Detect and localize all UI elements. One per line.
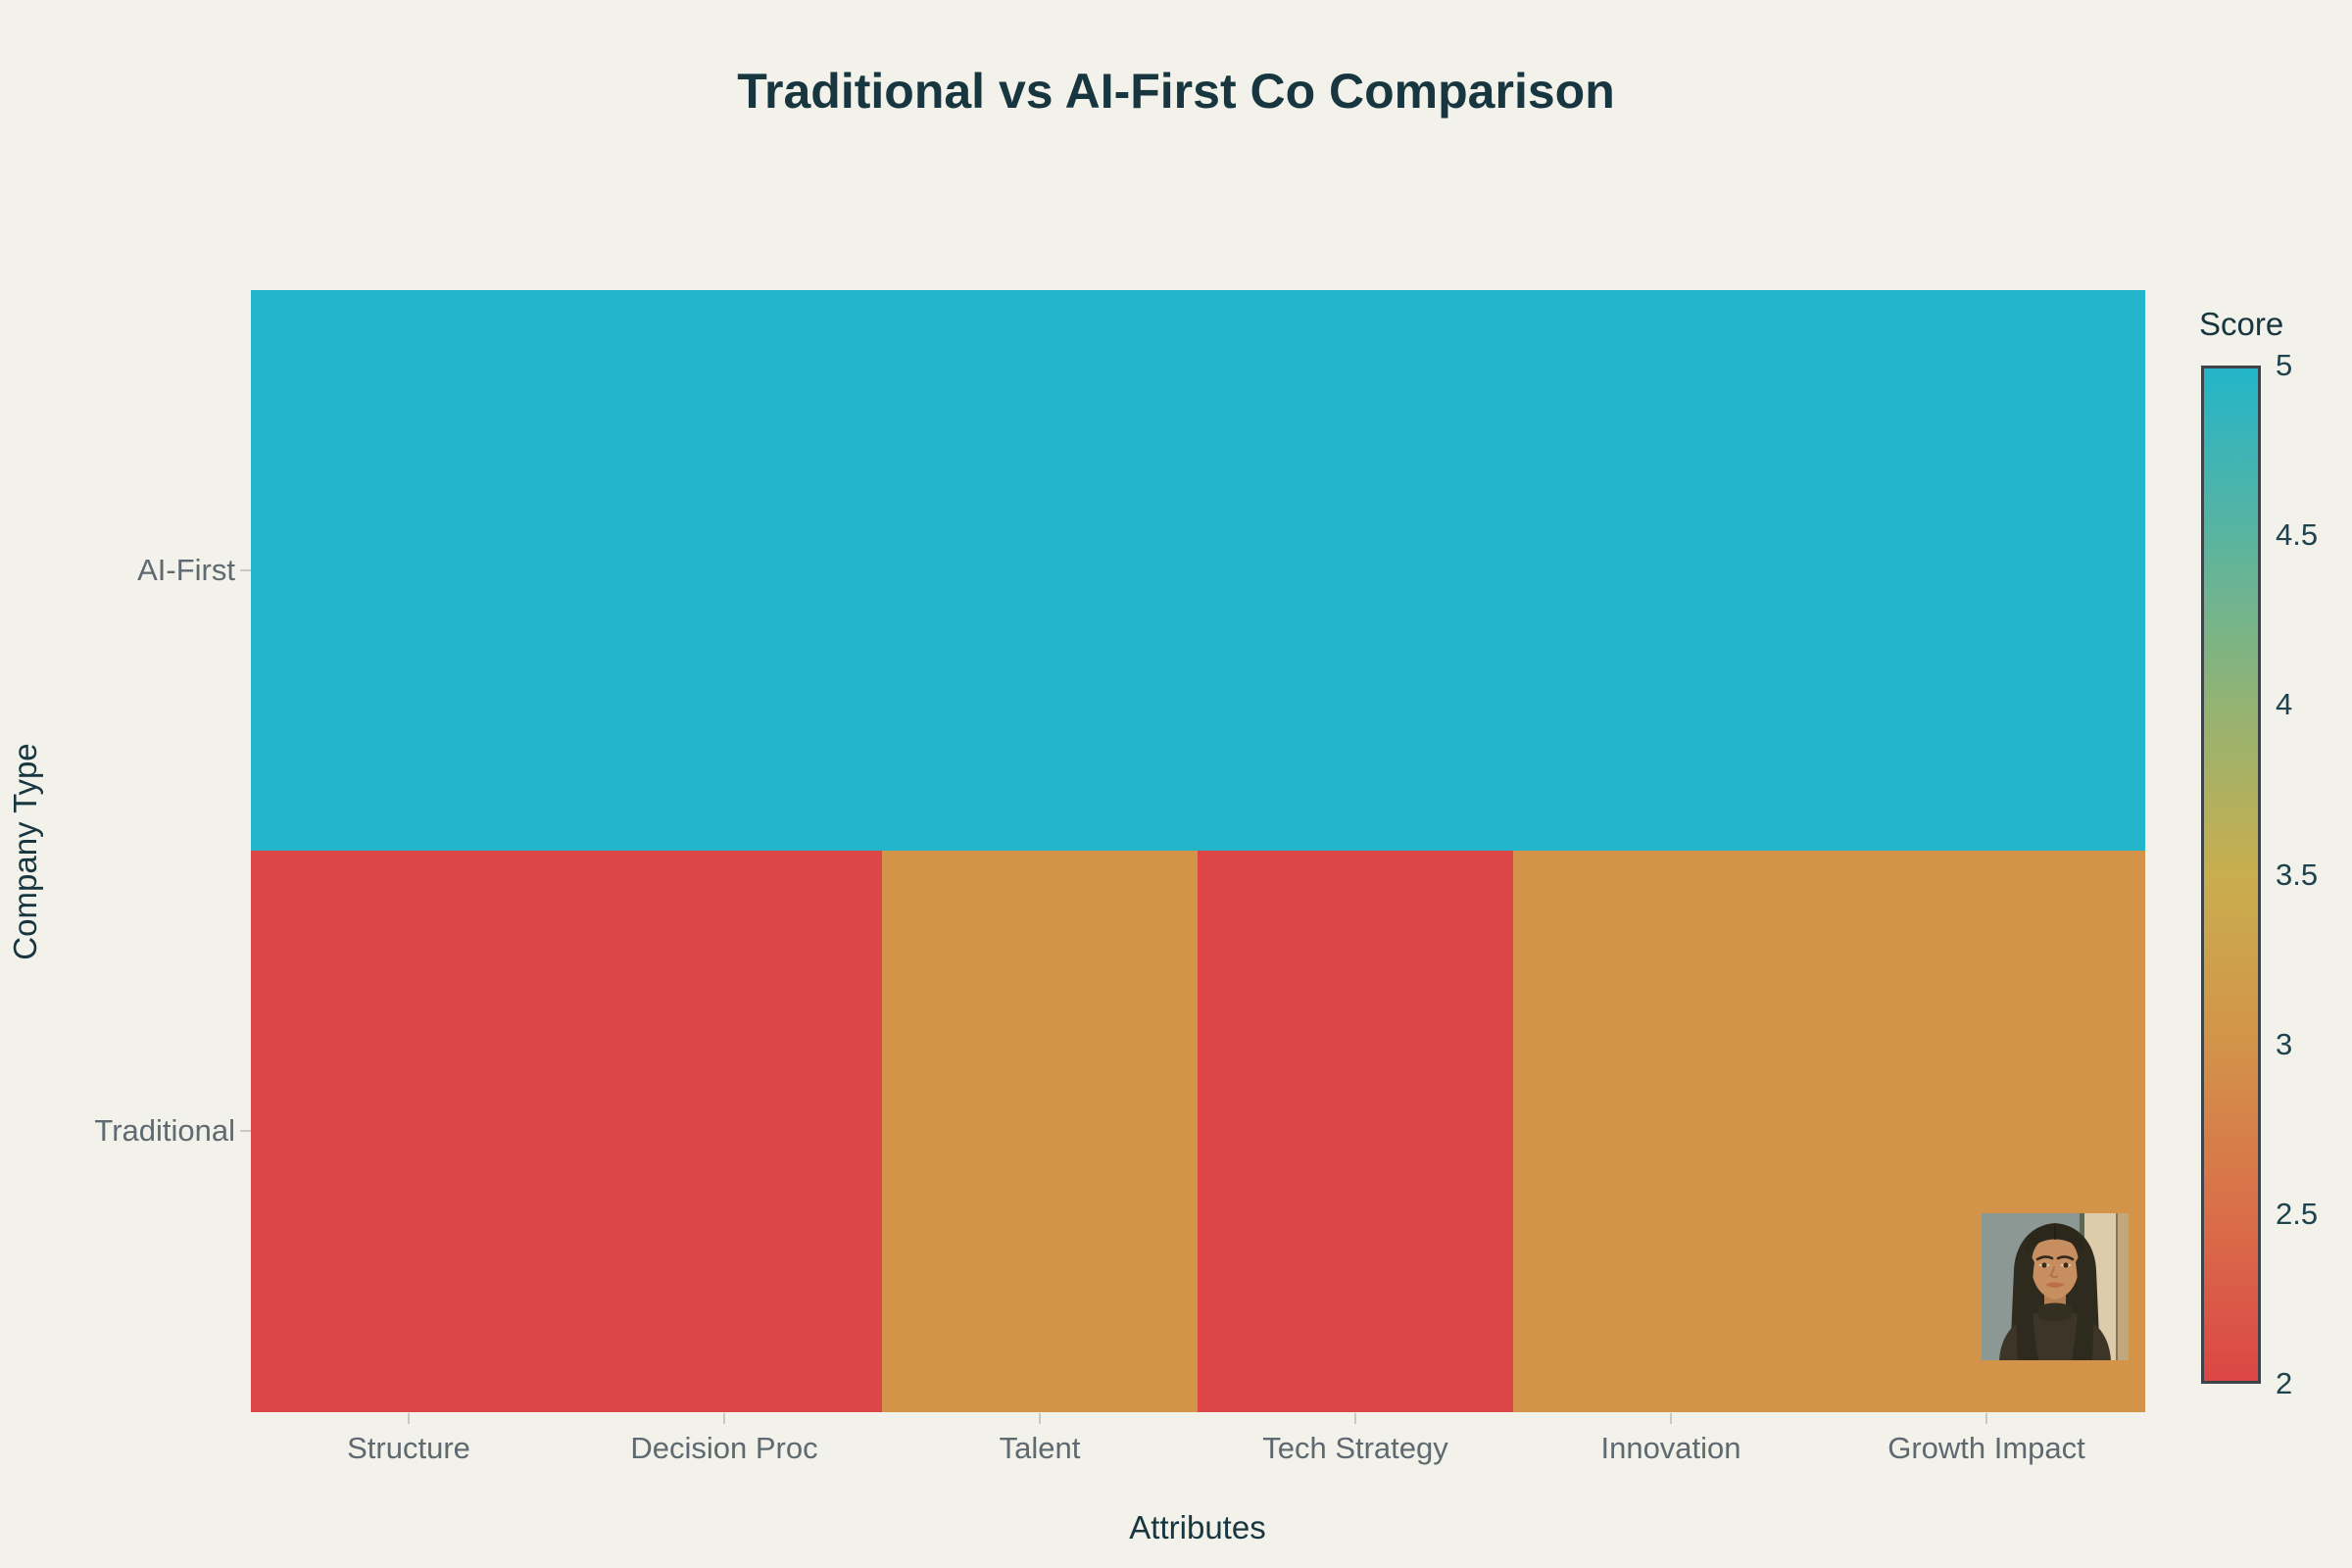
y-tick-label: Traditional — [94, 1113, 235, 1148]
x-tick-mark — [1670, 1413, 1672, 1424]
heatmap-cell[interactable] — [882, 851, 1199, 1412]
x-tick-label: Innovation — [1600, 1431, 1741, 1465]
profile-photo — [1982, 1213, 2129, 1360]
heatmap-cell[interactable] — [566, 290, 883, 852]
y-tick-mark — [240, 569, 251, 571]
y-axis-title: Company Type — [7, 743, 43, 960]
heatmap-cell[interactable] — [882, 290, 1199, 852]
heatmap-cell[interactable] — [566, 851, 883, 1412]
colorbar-tick-label: 5 — [2276, 348, 2293, 382]
heatmap-cell[interactable] — [251, 851, 567, 1412]
x-tick-mark — [1985, 1413, 1987, 1424]
x-tick-label: Talent — [999, 1431, 1081, 1465]
x-tick-label: Tech Strategy — [1262, 1431, 1448, 1465]
chart-title: Traditional vs AI-First Co Comparison — [737, 64, 1615, 119]
colorbar-tick-label: 3 — [2276, 1026, 2293, 1061]
y-tick-label: AI-First — [137, 553, 235, 587]
heatmap-cell[interactable] — [1829, 290, 2145, 852]
x-axis-title: Attributes — [1129, 1509, 1266, 1545]
colorbar-tick-label: 4 — [2276, 687, 2293, 722]
x-tick-mark — [723, 1413, 725, 1424]
heatmap-cell[interactable] — [1198, 290, 1514, 852]
x-tick-label: Decision Proc — [630, 1431, 818, 1465]
colorbar-tick-label: 2 — [2276, 1366, 2293, 1400]
heatmap-cell[interactable] — [1513, 290, 1830, 852]
x-tick-label: Growth Impact — [1887, 1431, 2085, 1465]
colorbar-gradient — [2201, 366, 2261, 1384]
heatmap-plot-area — [251, 290, 2145, 1412]
x-tick-mark — [1354, 1413, 1356, 1424]
colorbar-tick-label: 3.5 — [2276, 857, 2319, 892]
x-tick-mark — [1039, 1413, 1041, 1424]
heatmap-cell[interactable] — [251, 290, 567, 852]
colorbar-tick-label: 4.5 — [2276, 517, 2319, 553]
colorbar-tick-label: 2.5 — [2276, 1196, 2319, 1231]
heatmap-cell[interactable] — [1513, 851, 1830, 1412]
colorbar-title: Score — [2199, 306, 2284, 342]
x-tick-label: Structure — [347, 1431, 470, 1465]
x-tick-mark — [408, 1413, 410, 1424]
heatmap-cell[interactable] — [1198, 851, 1514, 1412]
y-tick-mark — [240, 1130, 251, 1132]
